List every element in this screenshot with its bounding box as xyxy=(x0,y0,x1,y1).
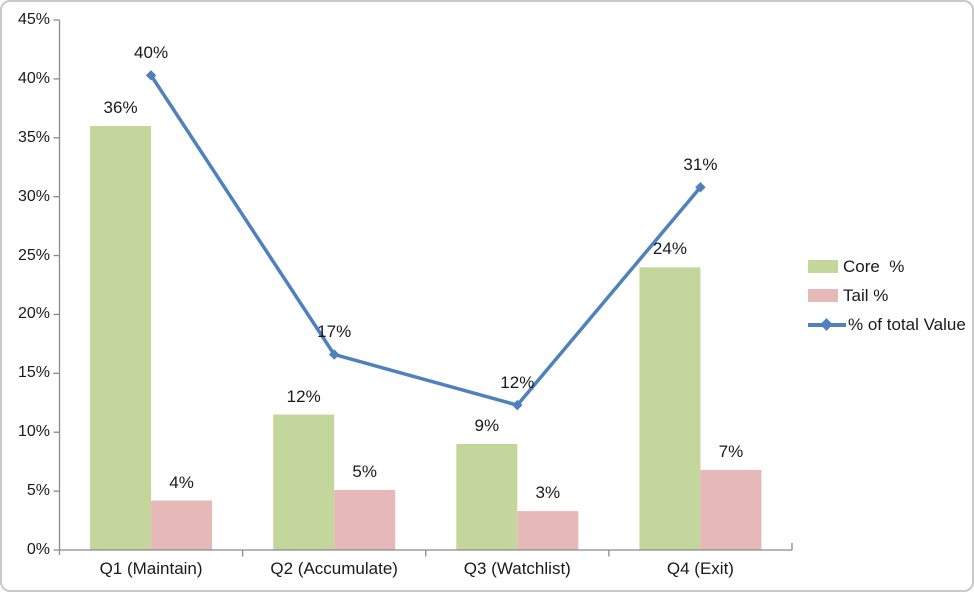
tail-bar xyxy=(334,489,396,550)
core-bar xyxy=(90,126,152,550)
core-bar xyxy=(456,444,518,550)
tail-bar xyxy=(700,469,762,550)
legend-label-total-value: % of total Value xyxy=(848,314,966,334)
line-marker-icon xyxy=(145,70,157,81)
core-bar xyxy=(639,267,701,550)
total-value-line xyxy=(149,74,702,407)
legend-diamond-icon xyxy=(820,318,833,331)
legend-label-tail: Tail % xyxy=(843,285,889,305)
tail-bar xyxy=(517,511,579,550)
tail-bar xyxy=(151,500,213,550)
legend-item-core: Core % xyxy=(808,252,966,281)
legend-item-line: % of total Value xyxy=(808,310,966,339)
legend: Core % Tail % % of total Value xyxy=(808,252,966,339)
legend-label-core: Core % xyxy=(843,256,905,276)
line-marker-icon xyxy=(512,399,523,411)
line-marker-icon xyxy=(328,349,340,360)
legend-core-swatch-icon xyxy=(808,260,838,273)
legend-item-tail: Tail % xyxy=(808,281,966,310)
line-marker-icon xyxy=(695,182,706,193)
legend-line-marker-icon xyxy=(808,318,846,331)
legend-tail-swatch-icon xyxy=(808,289,838,302)
core-bar xyxy=(273,414,335,550)
